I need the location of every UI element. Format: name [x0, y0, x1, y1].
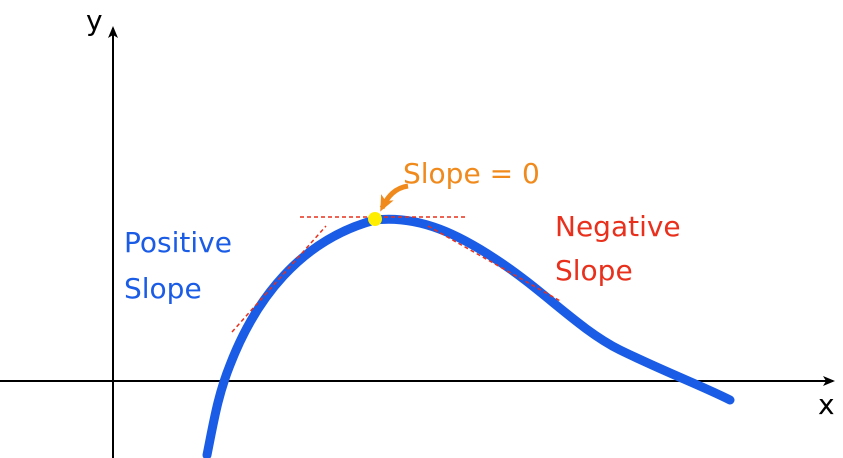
positive-label: Slope — [124, 272, 202, 305]
zero-arrow — [379, 183, 409, 212]
negative-label: Slope — [555, 254, 633, 287]
zero-slope-label: Slope = 0 — [403, 157, 540, 190]
positive-label: Positive — [124, 226, 232, 259]
y-axis-label: y — [86, 4, 103, 37]
negative-label: Negative — [555, 210, 681, 243]
tangent-positive — [231, 225, 327, 333]
tangent-negative — [427, 225, 563, 303]
x-axis-label: x — [818, 388, 835, 421]
curve — [202, 214, 735, 458]
max-point — [368, 212, 382, 226]
